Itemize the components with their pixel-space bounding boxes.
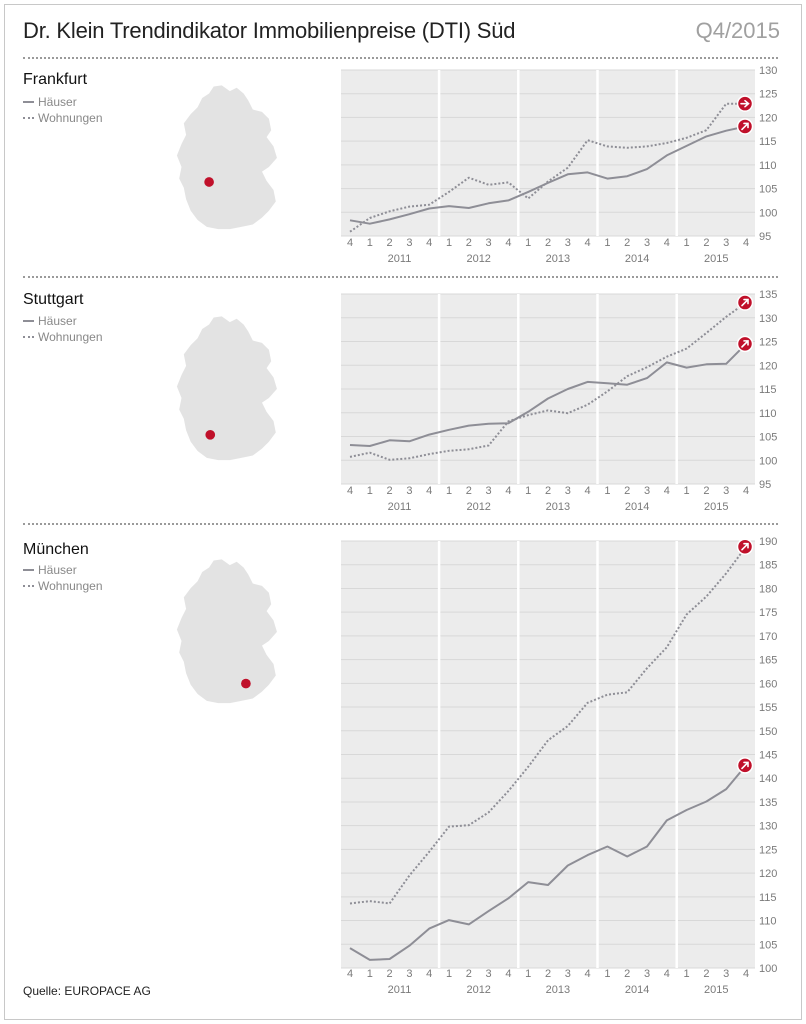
- legend-dotted-swatch: [23, 116, 34, 119]
- separator: [23, 523, 778, 525]
- location-marker: [204, 177, 214, 187]
- separator: [23, 276, 778, 278]
- legend-apartments-label: Wohnungen: [38, 111, 103, 125]
- source-note: Quelle: EUROPACE AG: [23, 984, 151, 998]
- legend-apartments-label: Wohnungen: [38, 330, 103, 344]
- city-title-muenchen: München: [23, 541, 89, 558]
- legend-houses-label: Häuser: [38, 563, 77, 577]
- page-title: Dr. Klein Trendindikator Immobilienpreis…: [23, 18, 516, 43]
- city-title-stuttgart: Stuttgart: [23, 291, 84, 308]
- legend-houses: Häuser: [23, 563, 77, 577]
- period-label: Q4/2015: [695, 18, 780, 43]
- legend-apartments: Wohnungen: [23, 330, 103, 344]
- legend-solid-swatch: [23, 568, 34, 571]
- city-title-frankfurt: Frankfurt: [23, 71, 88, 88]
- legend-apartments: Wohnungen: [23, 579, 103, 593]
- location-marker: [205, 430, 216, 440]
- germany-map-frankfurt: [176, 85, 277, 230]
- legend-apartments-label: Wohnungen: [38, 579, 103, 593]
- germany-map-muenchen: [176, 559, 277, 704]
- legend-houses: Häuser: [23, 314, 77, 328]
- legend-apartments: Wohnungen: [23, 111, 103, 125]
- legend-houses-label: Häuser: [38, 95, 77, 109]
- legend-houses: Häuser: [23, 95, 77, 109]
- legend-solid-swatch: [23, 319, 34, 322]
- legend-dotted-swatch: [23, 335, 34, 338]
- frame-border: [4, 4, 802, 1020]
- legend-solid-swatch: [23, 100, 34, 103]
- location-marker: [241, 678, 251, 689]
- germany-map-stuttgart: [176, 316, 277, 461]
- separator: [23, 57, 778, 59]
- legend-houses-label: Häuser: [38, 314, 77, 328]
- legend-dotted-swatch: [23, 584, 34, 587]
